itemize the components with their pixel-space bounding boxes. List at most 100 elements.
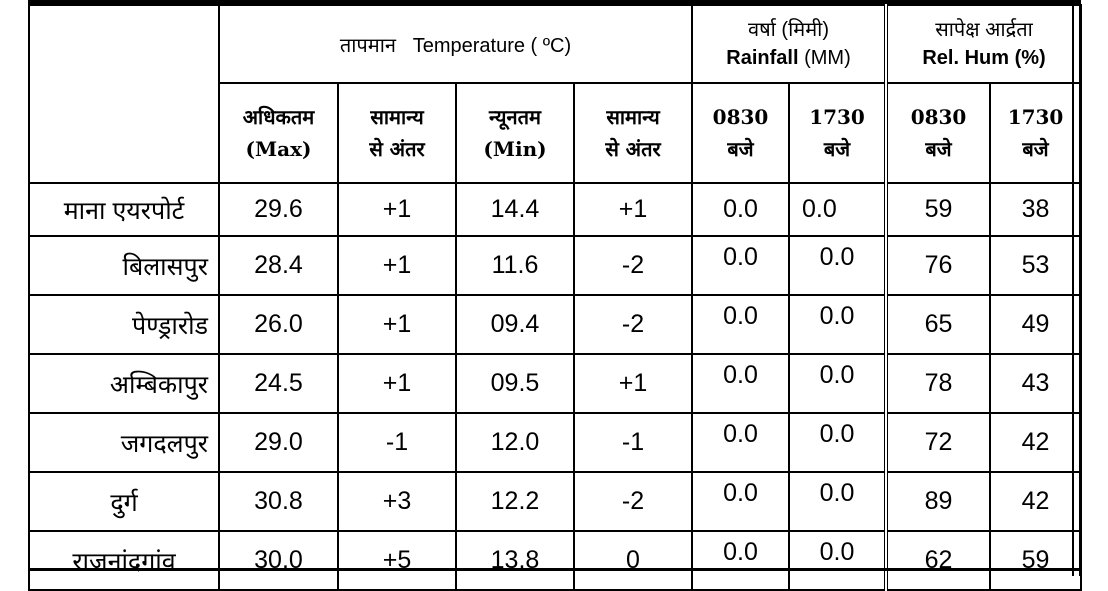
time-unit: बजे [727, 137, 754, 161]
max-deviation: +1 [337, 294, 457, 355]
rainfall-unit: (MM) [804, 47, 851, 69]
min-deviation: 0 [572, 530, 694, 591]
humidity-0830: 78 [885, 353, 992, 414]
max-deviation: +5 [337, 530, 457, 591]
station-header-cell [28, 4, 220, 184]
rainfall-1730: 0.0 [788, 530, 889, 591]
humidity-1730: 59 [989, 530, 1083, 591]
time-label: 1730 [809, 105, 865, 129]
table-row: माना एयरपोर्ट 29.6 +1 14.4 +1 0.0 0.0 59… [28, 182, 1083, 237]
station-name: माना एयरपोर्ट [28, 182, 220, 237]
min-temp: 14.4 [455, 182, 575, 237]
rainfall-0830: 0.0 [691, 182, 791, 237]
rainfall-header-hindi: वर्षा (मिमी) [748, 19, 830, 41]
min-deviation: +1 [572, 182, 694, 237]
station-name: पेण्ड्रारोड [28, 294, 220, 355]
max-deviation: +1 [337, 182, 457, 237]
rainfall-1730: 0.0 [788, 182, 889, 237]
humidity-0830: 65 [885, 294, 992, 355]
top-border [28, 0, 1080, 4]
hum-0830-subheader: 0830 बजे [885, 82, 992, 184]
max-deviation: +1 [337, 235, 457, 296]
max-subheader: अधिकतम (Max) [218, 82, 339, 184]
rainfall-1730: 0.0 [788, 353, 889, 414]
max-temp: 24.5 [218, 353, 339, 414]
station-name: अम्बिकापुर [28, 353, 220, 414]
max-deviation: +3 [337, 471, 457, 532]
min-subheader-hindi: न्यूनतम [489, 105, 541, 129]
humidity-0830: 62 [885, 530, 992, 591]
min-temp: 09.4 [455, 294, 575, 355]
hum-1730-subheader: 1730 बजे [989, 82, 1083, 184]
top-stub-divider [371, 0, 373, 4]
max-subheader-hindi: अधिकतम [242, 105, 315, 129]
humidity-1730: 49 [989, 294, 1083, 355]
humidity-0830: 72 [885, 412, 992, 473]
station-name: बिलासपुर [28, 235, 220, 296]
humidity-header: सापेक्ष आर्द्रता Rel. Hum (%) [885, 4, 1083, 84]
max-subheader-english: (Max) [245, 137, 312, 161]
humidity-0830: 76 [885, 235, 992, 296]
top-stub-divider [886, 0, 888, 4]
rainfall-header-english: Rainfall [726, 47, 799, 69]
deviation-label-line1: सामान्य [370, 105, 424, 129]
time-label: 0830 [712, 105, 769, 129]
humidity-0830: 59 [885, 182, 992, 237]
table-row: बिलासपुर 28.4 +1 11.6 -2 0.0 0.0 76 53 [28, 235, 1083, 296]
deviation-label-line2: से अंतर [605, 137, 661, 161]
subheader-row: अधिकतम (Max) सामान्य से अंतर न्यूनतम (Mi… [29, 82, 1083, 184]
station-name: दुर्ग [28, 471, 220, 532]
max-temp: 29.6 [218, 182, 339, 237]
rainfall-0830: 0.0 [691, 353, 791, 414]
max-temp: 30.0 [218, 530, 339, 591]
deviation-label-line1: सामान्य [606, 105, 660, 129]
min-deviation: +1 [572, 353, 694, 414]
time-label: 1730 [1007, 105, 1064, 129]
rainfall-0830: 0.0 [691, 235, 791, 296]
rainfall-0830: 0.0 [691, 412, 791, 473]
temperature-header-hindi: तापमान [339, 34, 397, 57]
station-name: जगदलपुर [28, 412, 220, 473]
time-unit: बजे [925, 137, 952, 161]
min-temp: 11.6 [455, 235, 575, 296]
min-deviation: -2 [572, 235, 694, 296]
max-temp: 26.0 [218, 294, 339, 355]
humidity-1730: 38 [989, 182, 1083, 237]
max-temp: 29.0 [218, 412, 339, 473]
temperature-header-english: Temperature ( ºC) [412, 34, 572, 57]
rainfall-0830: 0.0 [691, 471, 791, 532]
min-deviation: -2 [572, 294, 694, 355]
rain-0830-subheader: 0830 बजे [691, 82, 791, 184]
weather-table: तापमान Temperature ( ºC) वर्षा (मिमी) Ra… [28, 4, 1083, 591]
min-deviation: -2 [572, 471, 694, 532]
rain-1730-subheader: 1730 बजे [788, 82, 889, 184]
rainfall-1730: 0.0 [788, 412, 889, 473]
max-temp: 28.4 [218, 235, 339, 296]
table-row: जगदलपुर 29.0 -1 12.0 -1 0.0 0.0 72 42 [28, 412, 1083, 473]
station-name: राजनांदगांव [28, 530, 220, 591]
rainfall-header: वर्षा (मिमी) Rainfall (MM) [691, 4, 889, 84]
min-subheader-english: (Min) [483, 137, 547, 161]
rainfall-1730: 0.0 [788, 235, 889, 296]
table-row: दुर्ग 30.8 +3 12.2 -2 0.0 0.0 89 42 [28, 471, 1083, 532]
table-row: पेण्ड्रारोड 26.0 +1 09.4 -2 0.0 0.0 65 4… [28, 294, 1083, 355]
rainfall-0830: 0.0 [691, 530, 791, 591]
min-temp: 12.2 [455, 471, 575, 532]
table-row: राजनांदगांव 30.0 +5 13.8 0 0.0 0.0 62 59 [28, 530, 1083, 591]
deviation-label-line2: से अंतर [369, 137, 425, 161]
min-temp: 12.0 [455, 412, 575, 473]
rainfall-1730: 0.0 [788, 294, 889, 355]
humidity-header-hindi: सापेक्ष आर्द्रता [935, 19, 1033, 41]
max-deviation-subheader: सामान्य से अंतर [337, 82, 457, 184]
min-deviation: -1 [572, 412, 694, 473]
min-deviation-subheader: सामान्य से अंतर [572, 82, 694, 184]
max-deviation: +1 [337, 353, 457, 414]
temperature-header: तापमान Temperature ( ºC) [217, 4, 694, 84]
top-stub-divider [597, 0, 599, 4]
time-unit: बजे [1022, 137, 1049, 161]
min-temp: 09.5 [455, 353, 575, 414]
humidity-1730: 42 [989, 471, 1083, 532]
humidity-1730: 43 [989, 353, 1083, 414]
table-row: अम्बिकापुर 24.5 +1 09.5 +1 0.0 0.0 78 43 [28, 353, 1083, 414]
rainfall-1730: 0.0 [788, 471, 889, 532]
